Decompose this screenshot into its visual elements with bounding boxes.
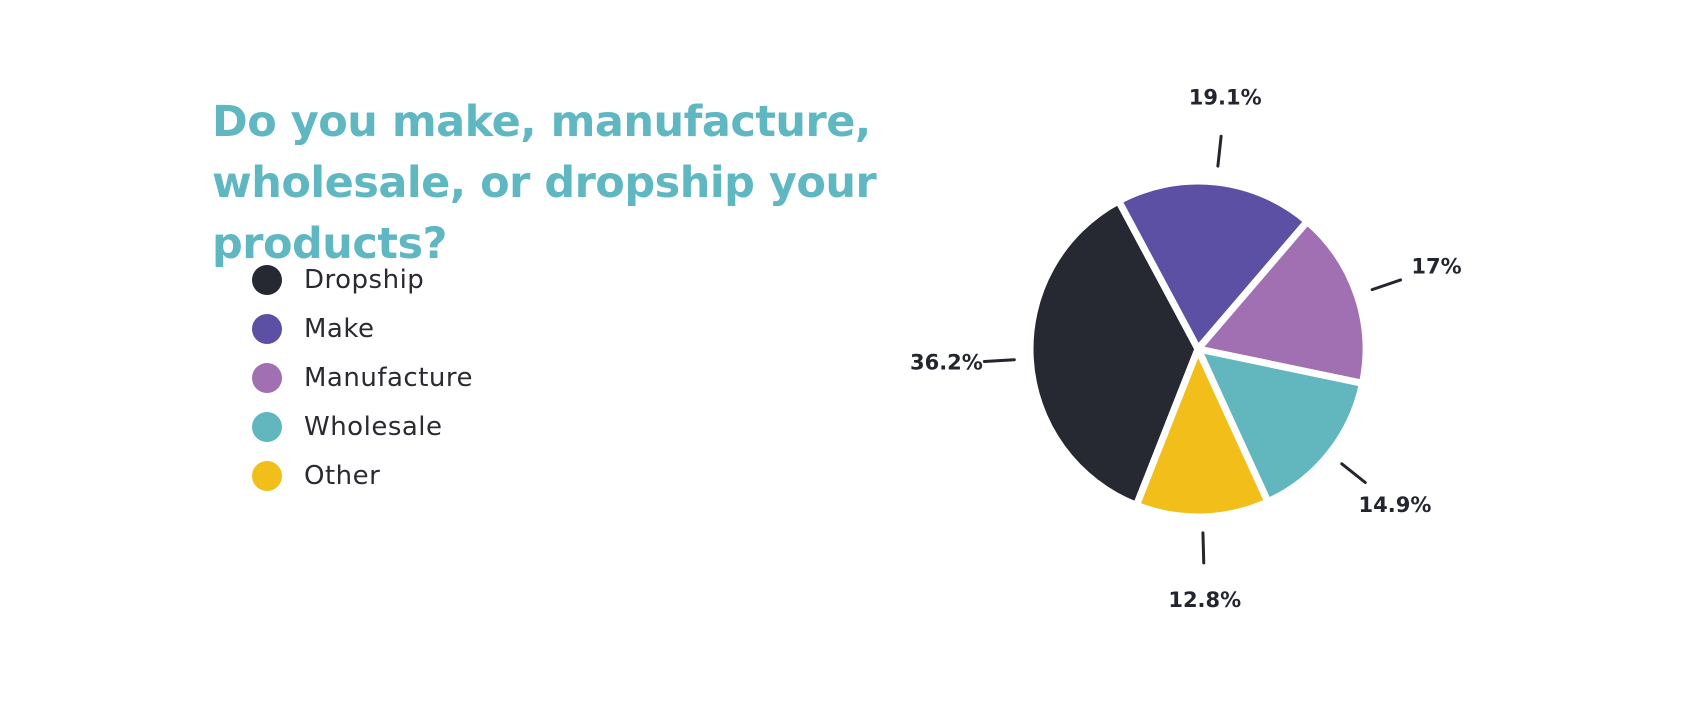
legend-item-other: Other [252,458,572,507]
legend-item-dropship: Dropship [252,262,572,311]
legend-label-dropship: Dropship [304,265,425,295]
legend: Dropship Make Manufacture Wholesale Othe… [252,262,572,507]
leader-line-other [1201,531,1206,565]
pie-slice-make [1115,177,1311,353]
data-label-dropship: 36.2% [910,351,983,375]
data-label-other: 12.8% [1168,588,1241,612]
legend-swatch-other [252,461,282,491]
leader-line-make [1216,134,1223,168]
legend-item-make: Make [252,311,572,360]
legend-label-wholesale: Wholesale [304,412,443,442]
leader-line-wholesale [1340,462,1367,485]
pie-slice-other [1132,345,1272,521]
pie-slice-wholesale [1194,345,1366,506]
legend-swatch-dropship [252,265,282,295]
pie-slice-manufacture [1194,217,1370,387]
legend-swatch-make [252,314,282,344]
legend-label-make: Make [304,314,375,344]
data-label-wholesale: 14.9% [1359,493,1432,517]
legend-swatch-wholesale [252,412,282,442]
leader-line-manufacture [1370,278,1403,292]
legend-swatch-manufacture [252,363,282,393]
legend-item-manufacture: Manufacture [252,360,572,409]
leader-line-dropship [982,358,1016,363]
data-label-manufacture: 17% [1411,255,1461,279]
chart-title: Do you make, manufacture, wholesale, or … [212,97,877,269]
legend-item-wholesale: Wholesale [252,409,572,458]
legend-label-manufacture: Manufacture [304,363,473,393]
data-label-make: 19.1% [1189,85,1262,109]
legend-label-other: Other [304,461,381,491]
